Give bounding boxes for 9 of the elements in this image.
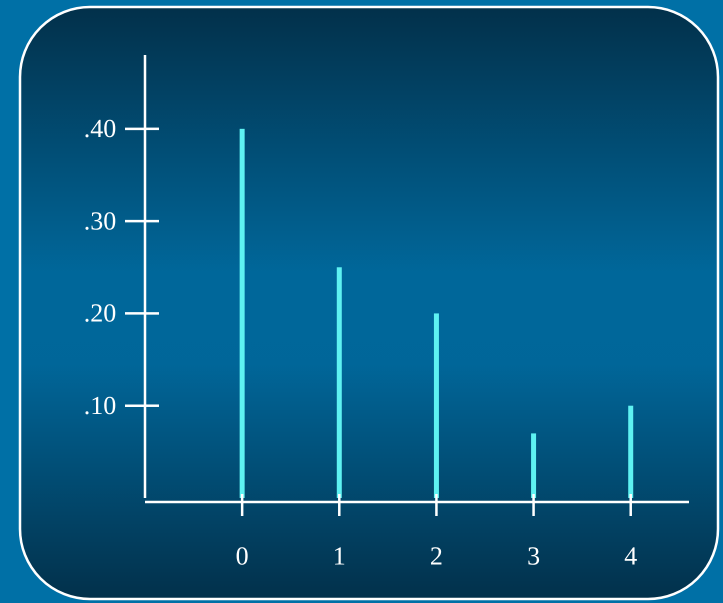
x-tick-label: 3	[527, 541, 540, 570]
y-tick-label: .30	[84, 206, 116, 236]
y-tick-label: .40	[84, 114, 116, 144]
y-tick-label: .20	[84, 298, 116, 328]
x-tick-label: 1	[332, 541, 346, 570]
x-tick-label: 2	[430, 541, 443, 570]
y-tick-label: .10	[84, 391, 116, 420]
x-tick-label: 4	[624, 541, 638, 570]
x-tick-label: 0	[236, 541, 249, 570]
